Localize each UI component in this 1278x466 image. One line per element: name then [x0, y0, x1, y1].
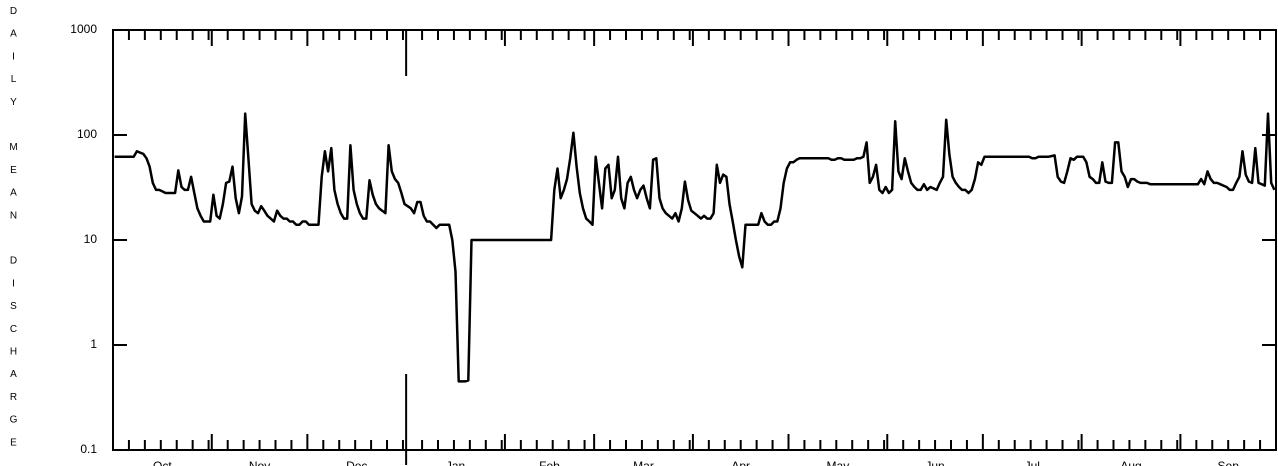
x-tick-label: Apr — [731, 459, 750, 466]
x-tick-label: Nov — [249, 459, 270, 466]
y-tick-label: 1 — [90, 337, 97, 351]
x-tick-label: Oct — [153, 459, 172, 466]
x-tick-label: May — [827, 459, 850, 466]
y-axis-label: DAILY MEAN DISCHARGE — [8, 6, 19, 460]
x-tick-label: Feb — [539, 459, 560, 466]
x-tick-label: Jan — [446, 459, 465, 466]
x-tick-label: Sep — [1218, 459, 1240, 466]
x-tick-label: Dec — [346, 459, 367, 466]
x-tick-label: Mar — [633, 459, 654, 466]
x-tick-label: Jun — [925, 459, 944, 466]
x-tick-label: Jul — [1025, 459, 1040, 466]
y-tick-label: 100 — [77, 127, 97, 141]
y-tick-label: 1000 — [70, 22, 97, 36]
y-tick-label: 0.1 — [80, 442, 97, 456]
plot-frame — [112, 29, 1277, 451]
x-tick-label: Aug — [1120, 459, 1141, 466]
discharge-line — [114, 112, 1276, 383]
y-tick-label: 10 — [84, 232, 98, 246]
